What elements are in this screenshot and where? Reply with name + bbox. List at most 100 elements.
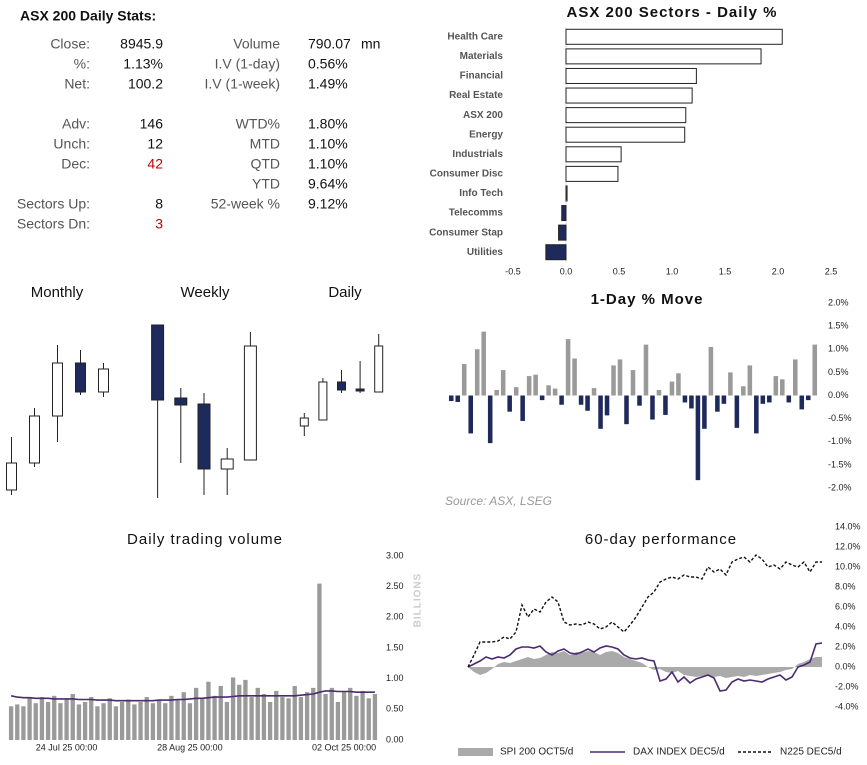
bar xyxy=(21,706,26,740)
bar xyxy=(187,703,193,740)
chart-title: ASX 200 Sectors - Daily % xyxy=(567,4,778,21)
bar xyxy=(119,701,125,740)
bar xyxy=(292,686,297,740)
bar xyxy=(341,692,347,740)
bar xyxy=(565,28,783,45)
stat-value: 8 xyxy=(155,196,163,212)
bar xyxy=(650,395,655,420)
bar xyxy=(304,692,310,740)
bar xyxy=(487,395,493,444)
bar xyxy=(507,395,512,412)
bar xyxy=(526,376,532,396)
bar xyxy=(82,701,88,740)
bar xyxy=(280,697,285,740)
bar xyxy=(360,690,365,740)
bar xyxy=(747,365,753,396)
candle-body xyxy=(318,381,328,421)
y-tick-label: 1.50 xyxy=(386,642,404,652)
bar xyxy=(494,389,499,396)
bar xyxy=(132,704,137,740)
stat-value: 42 xyxy=(147,156,163,172)
chart-title: 60-day performance xyxy=(585,531,737,548)
stat-value: 1.49% xyxy=(308,76,348,92)
stat-value: 790.07 xyxy=(308,36,351,52)
line xyxy=(467,642,823,692)
stat-label: 52-week % xyxy=(211,196,280,212)
y-tick-label: -2.0% xyxy=(835,681,859,691)
stat-value: 1.13% xyxy=(123,56,163,72)
bar xyxy=(805,395,811,401)
category-label: ASX 200 xyxy=(463,110,503,121)
x-tick-label: 0.0 xyxy=(560,266,573,276)
y-tick-label: -1.0% xyxy=(828,436,852,446)
x-tick-label: 1.0 xyxy=(666,266,679,276)
x-tick-label: 28 Aug 25 00:00 xyxy=(157,742,223,752)
y-tick-label: 2.50 xyxy=(386,581,404,591)
bar xyxy=(144,697,149,740)
y-tick-label: 0.0% xyxy=(828,390,849,400)
y-tick-label: 1.0% xyxy=(828,344,849,354)
bar xyxy=(261,694,267,740)
y-tick-label: -1.5% xyxy=(828,459,852,469)
bar xyxy=(565,126,686,143)
bar xyxy=(200,698,205,740)
bar xyxy=(156,700,162,740)
bar xyxy=(676,373,681,396)
y-tick-label: 14.0% xyxy=(835,521,861,531)
y-tick-label: 2.0% xyxy=(828,297,849,307)
bar xyxy=(255,687,260,740)
bar xyxy=(656,389,662,396)
bar xyxy=(455,395,461,402)
candle-body xyxy=(151,324,165,401)
bar xyxy=(585,395,590,411)
bar xyxy=(513,387,519,396)
bar xyxy=(298,697,304,740)
bar xyxy=(218,686,223,740)
bar xyxy=(27,698,32,740)
stat-label: Net: xyxy=(64,76,90,92)
category-label: Financial xyxy=(460,71,504,82)
bar xyxy=(126,699,131,740)
bar xyxy=(181,692,186,740)
candle-body xyxy=(6,462,17,491)
candle-body xyxy=(29,415,40,464)
stat-label: Volume xyxy=(233,36,280,52)
category-label: Consumer Stap xyxy=(429,227,503,238)
bar xyxy=(366,698,371,740)
y-tick-label: 1.00 xyxy=(386,673,404,683)
y-tick-label: 0.5% xyxy=(828,367,849,377)
bar xyxy=(372,694,378,740)
stat-label: Dec: xyxy=(61,156,90,172)
stat-value: 1.80% xyxy=(308,116,348,132)
candle-body xyxy=(174,397,188,406)
bar xyxy=(630,370,636,396)
bar xyxy=(708,346,714,396)
bar xyxy=(212,695,217,740)
bar xyxy=(637,395,642,406)
bar xyxy=(812,344,818,396)
bar xyxy=(348,687,353,740)
bar xyxy=(565,107,687,124)
bar xyxy=(8,706,14,740)
category-label: Consumer Disc xyxy=(430,169,504,180)
candle-body xyxy=(299,417,309,427)
bar xyxy=(734,395,740,428)
stat-value: 9.12% xyxy=(308,196,348,212)
bar xyxy=(786,395,792,403)
bar xyxy=(565,165,619,182)
bar xyxy=(520,395,525,421)
stat-value: 0.56% xyxy=(308,56,348,72)
stat-label: YTD xyxy=(252,176,280,192)
bar xyxy=(64,699,69,740)
bar xyxy=(695,395,701,481)
bar xyxy=(317,583,322,740)
bar xyxy=(39,697,45,740)
bar xyxy=(773,376,779,396)
bar xyxy=(663,395,668,415)
chart-title: Daily trading volume xyxy=(127,531,283,548)
bar xyxy=(329,687,334,740)
bar xyxy=(354,695,359,740)
bar xyxy=(150,703,156,740)
bar xyxy=(565,185,568,202)
bar xyxy=(546,385,551,396)
